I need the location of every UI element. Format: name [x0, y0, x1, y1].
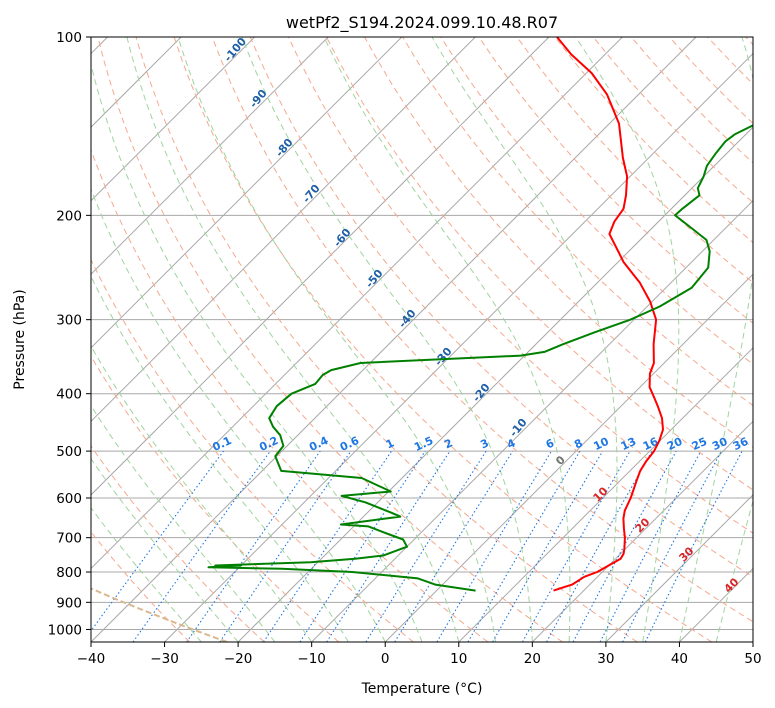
background-guides — [91, 37, 753, 642]
moist-adiabat-line — [323, 37, 571, 642]
isotherm-line — [91, 37, 476, 423]
y-tick-label: 500 — [56, 444, 82, 460]
y-tick-label: 900 — [56, 595, 82, 611]
temperature-profile-line — [553, 37, 664, 592]
dry-adiabat-line — [91, 355, 340, 642]
dry-adiabat-line — [211, 37, 753, 623]
mixing-ratio-line — [572, 450, 677, 642]
mixing-ratio-line — [546, 450, 653, 642]
mixing-ratio-label: 36 — [731, 435, 751, 453]
mixing-ratio-label: 25 — [690, 435, 709, 453]
isotherm-line — [91, 37, 403, 349]
y-tick-label: 400 — [56, 387, 82, 403]
mixing-ratio-line — [394, 450, 514, 642]
y-tick-label: 800 — [56, 565, 82, 581]
mixing-ratio-label: 13 — [619, 435, 638, 453]
moist-adiabat-line — [91, 404, 276, 642]
dry-adiabat-line — [91, 258, 414, 642]
mixing-ratio-line — [522, 450, 631, 642]
isotherm-line — [91, 37, 329, 275]
x-tick-label: −20 — [224, 651, 253, 667]
moist-adiabat-line — [91, 345, 313, 642]
y-tick-label: 300 — [56, 313, 82, 329]
y-tick-label: 700 — [56, 531, 82, 547]
x-tick-label: −40 — [77, 651, 106, 667]
moist-adiabat-line — [126, 37, 460, 642]
dry-adiabat-line — [135, 37, 638, 642]
isotherm-line — [605, 494, 753, 642]
mixing-ratio-label: 10 — [591, 435, 611, 453]
x-tick-label: 40 — [671, 651, 688, 667]
dry-adiabat-line — [91, 445, 265, 642]
moist-adiabat-line — [241, 37, 533, 642]
x-tick-label: 20 — [524, 651, 541, 667]
plot-background — [91, 37, 753, 642]
x-axis-label: Temperature (°C) — [361, 681, 483, 697]
mixing-ratio-line — [132, 450, 271, 642]
isotherm-line — [91, 37, 256, 202]
moist-adiabat-line — [91, 188, 386, 642]
mixing-ratio-label: 30 — [710, 435, 730, 453]
x-tick-label: −30 — [150, 651, 179, 667]
moist-adiabat-line — [678, 37, 753, 642]
moist-adiabat-line — [715, 498, 753, 642]
moist-adiabat-line — [575, 37, 680, 642]
isotherm-line — [91, 37, 623, 570]
mixing-ratio-line — [186, 450, 321, 642]
moist-adiabat-line — [177, 37, 497, 642]
isotherm-line — [458, 347, 753, 642]
moist-adiabat-line — [91, 275, 349, 642]
isotherm-line — [531, 420, 753, 642]
dry-adiabat-line — [249, 37, 753, 578]
y-tick-label: 1000 — [48, 622, 82, 638]
isotherm-line — [164, 52, 753, 642]
isotherm-line — [384, 273, 753, 642]
dry-adiabat-line — [326, 37, 753, 491]
x-tick-label: 30 — [597, 651, 614, 667]
isotherm-line — [91, 37, 550, 496]
y-axis: 100 200 300 400 500 600 700 800 900 1000 — [48, 30, 91, 638]
mixing-ratio-line — [644, 450, 743, 642]
mixing-ratio-line — [299, 450, 426, 642]
profile-series — [207, 37, 753, 592]
mixing-ratio-line — [91, 450, 224, 632]
x-tick-label: −10 — [297, 651, 326, 667]
y-axis-label: Pressure (hPa) — [12, 289, 28, 389]
mixing-ratio-line — [219, 450, 352, 642]
dry-adiabat-line — [173, 37, 713, 642]
x-tick-label: 10 — [450, 651, 467, 667]
x-tick-label: 0 — [381, 651, 390, 667]
chart-title: wetPf2_S194.2024.099.10.48.R07 — [286, 13, 558, 33]
x-axis: −40 −30 −20 −10 0 10 20 30 40 50 — [77, 642, 762, 667]
plot-frame — [90, 36, 754, 643]
moist-adiabat-line — [91, 507, 202, 642]
dry-adiabat-line — [287, 37, 753, 534]
moist-adiabat-line — [91, 62, 423, 642]
mixing-ratio-line — [326, 450, 451, 642]
y-tick-label: 600 — [56, 491, 82, 507]
y-tick-label: 200 — [56, 208, 82, 224]
isotherm-line — [237, 126, 753, 642]
mixing-ratio-line — [263, 450, 392, 642]
dry-adiabat-line — [97, 37, 563, 642]
y-tick-label: 100 — [56, 30, 82, 46]
moist-adiabat-line — [91, 457, 239, 642]
moist-adiabat-line — [431, 37, 618, 642]
mixing-ratio-label: 20 — [665, 435, 685, 453]
dewpoint-profile-line — [207, 124, 753, 592]
x-tick-label: 50 — [744, 651, 761, 667]
